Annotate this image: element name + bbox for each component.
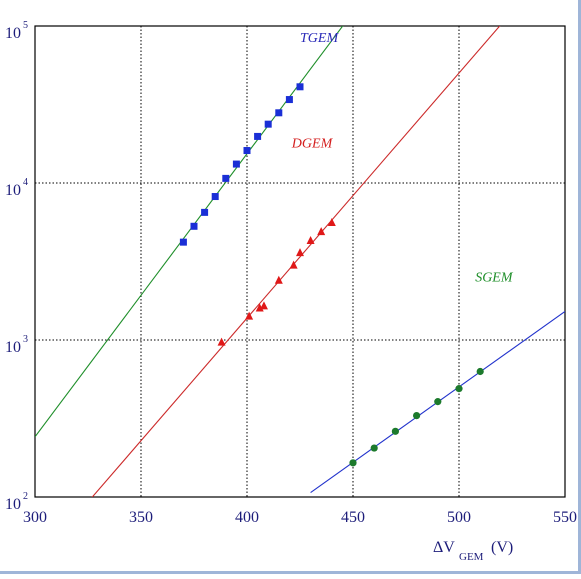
data-point-dgem <box>259 301 268 310</box>
y-tick-label: 10 3 <box>5 334 28 356</box>
x-tick-label: 450 <box>341 509 365 526</box>
data-point-dgem <box>306 236 315 245</box>
data-point-sgem <box>370 444 378 452</box>
data-point-tgem <box>296 83 304 91</box>
x-tick-label: 550 <box>553 509 577 526</box>
y-tick-exponent: 5 <box>23 20 28 31</box>
data-point-tgem <box>211 193 219 201</box>
data-point-tgem <box>190 222 198 230</box>
y-tick-label: 10 5 <box>5 20 28 42</box>
series-label-sgem: SGEM <box>475 271 514 286</box>
data-point-dgem <box>317 227 326 236</box>
y-tick-exponent: 3 <box>23 334 28 345</box>
data-point-dgem <box>255 303 264 312</box>
data-point-sgem <box>434 398 442 406</box>
y-tick-exponent: 2 <box>23 491 28 502</box>
data-point-sgem <box>391 427 399 435</box>
data-point-tgem <box>275 109 283 117</box>
grid <box>35 26 565 497</box>
data-point-sgem <box>455 385 463 393</box>
data-point-tgem <box>243 147 251 155</box>
data-point-tgem <box>254 132 262 140</box>
x-tick-label: 350 <box>129 509 153 526</box>
data-point-dgem <box>327 218 336 227</box>
data-point-tgem <box>222 174 230 182</box>
series-labels: TGEM DGEM SGEM <box>291 31 514 286</box>
data-point-dgem <box>296 248 304 257</box>
x-axis-title-unit: (V) <box>491 539 513 556</box>
data-point-dgem <box>245 311 254 320</box>
data-point-dgem <box>289 260 298 269</box>
y-tick-label: 10 4 <box>5 177 28 199</box>
data-point-tgem <box>179 238 187 246</box>
plot-area-border <box>34 25 566 498</box>
fit-line-tgem <box>35 26 344 438</box>
fit-line-dgem <box>91 26 501 497</box>
data-point-dgem <box>274 275 283 284</box>
x-tick-label: 300 <box>23 509 47 526</box>
data-markers <box>179 83 484 467</box>
series-label-tgem: TGEM <box>300 31 339 46</box>
data-point-sgem <box>349 459 357 467</box>
data-point-tgem <box>232 160 240 168</box>
data-point-tgem <box>285 96 293 104</box>
y-tick-base: 10 <box>5 339 21 356</box>
y-tick-base: 10 <box>5 25 21 42</box>
y-tick-exponent: 4 <box>23 177 28 188</box>
data-point-sgem <box>413 411 421 420</box>
y-tick-label: 10 2 <box>5 491 28 513</box>
x-axis-title-main: ΔV <box>433 539 455 556</box>
data-point-tgem <box>264 120 272 128</box>
x-tick-label: 500 <box>447 509 471 526</box>
data-point-dgem <box>217 337 226 346</box>
data-point-tgem <box>201 208 209 216</box>
x-tick-label: 400 <box>235 509 259 526</box>
x-axis-title-subscript: GEM <box>459 551 484 563</box>
y-tick-base: 10 <box>5 496 21 513</box>
series-label-dgem: DGEM <box>291 137 334 152</box>
x-axis-title: ΔV GEM (V) <box>433 539 513 563</box>
y-tick-base: 10 <box>5 182 21 199</box>
data-point-sgem <box>476 367 484 376</box>
